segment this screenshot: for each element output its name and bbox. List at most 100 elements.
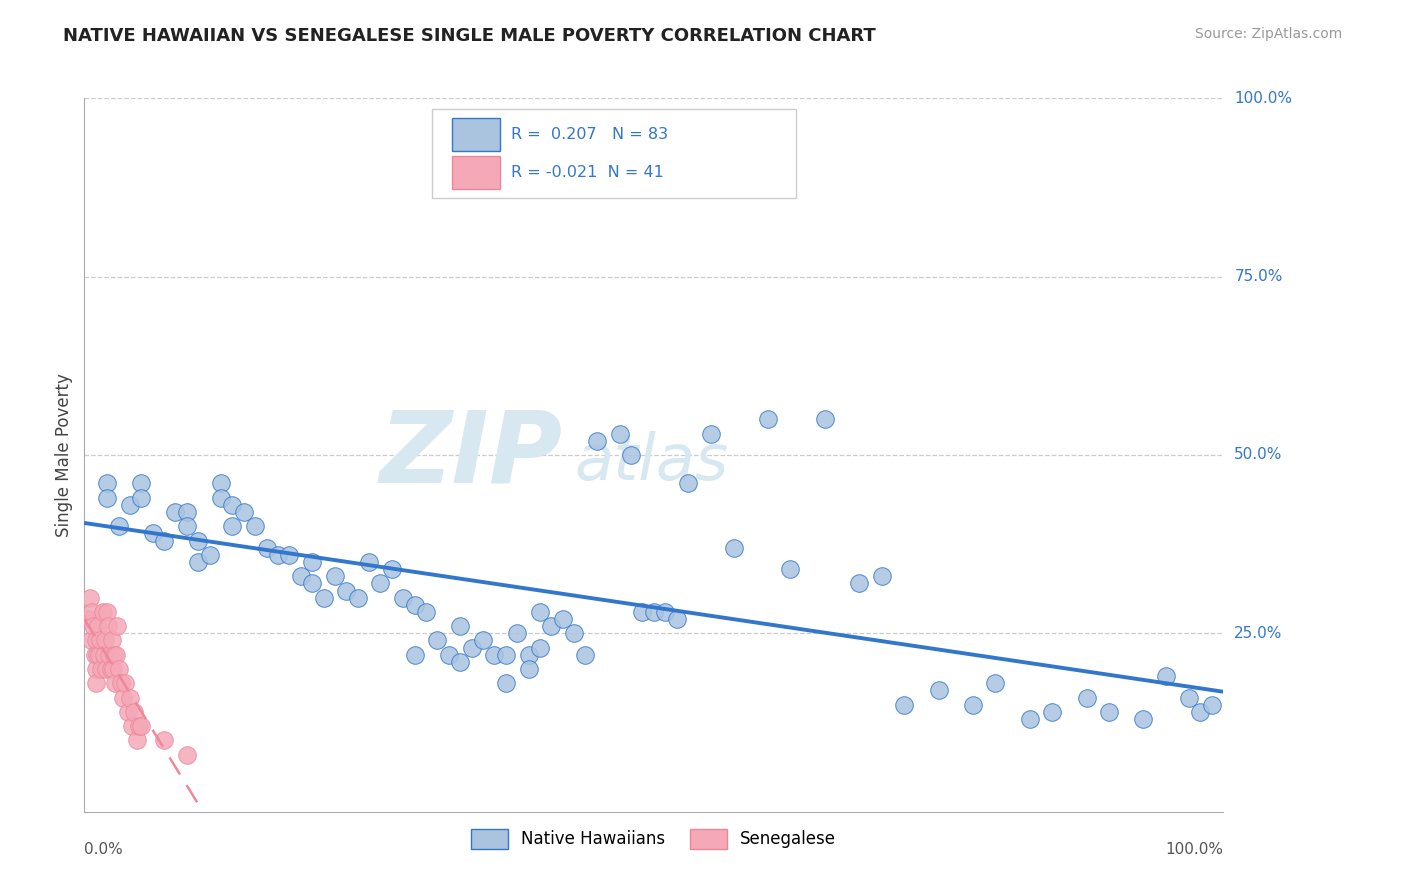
Point [1098,705,1121,719]
Point [609,426,631,441]
Point [848,576,870,591]
Point [79,591,101,605]
Text: R =  0.207   N = 83: R = 0.207 N = 83 [512,127,669,142]
Point [96,605,118,619]
Point [176,519,198,533]
Point [870,569,893,583]
Point [517,648,540,662]
Point [94,662,117,676]
Point [96,491,118,505]
Point [93,648,115,662]
Point [335,583,357,598]
Point [90,662,112,676]
Point [1156,669,1178,683]
Point [756,412,779,426]
Point [665,612,688,626]
Text: NATIVE HAWAIIAN VS SENEGALESE SINGLE MALE POVERTY CORRELATION CHART: NATIVE HAWAIIAN VS SENEGALESE SINGLE MAL… [63,27,876,45]
Point [723,541,745,555]
Point [209,476,232,491]
Point [165,505,187,519]
Point [323,569,346,583]
Point [97,619,120,633]
Point [562,626,585,640]
Point [551,612,574,626]
Point [131,719,153,733]
Legend: Native Hawaiians, Senegalese: Native Hawaiians, Senegalese [463,821,845,857]
Text: ZIP: ZIP [380,407,562,503]
Point [84,633,107,648]
Point [586,434,609,448]
Text: 25.0%: 25.0% [1234,626,1282,640]
Text: 100.0%: 100.0% [1166,842,1223,857]
Point [128,719,150,733]
Point [118,690,141,705]
Point [91,605,114,619]
Point [221,519,243,533]
Point [107,662,129,676]
Point [232,505,254,519]
Text: atlas: atlas [574,431,728,493]
Point [301,555,323,569]
Text: 100.0%: 100.0% [1234,91,1292,105]
Point [654,605,676,619]
Point [506,626,529,640]
Point [86,648,108,662]
Point [187,533,209,548]
Point [928,683,950,698]
Point [1189,705,1212,719]
Point [676,476,699,491]
Point [529,605,551,619]
Point [962,698,984,712]
Point [82,619,104,633]
Text: Source: ZipAtlas.com: Source: ZipAtlas.com [1195,27,1343,41]
Point [700,426,723,441]
FancyBboxPatch shape [453,118,501,151]
Point [472,633,495,648]
Point [104,676,127,690]
Y-axis label: Single Male Poverty: Single Male Poverty [55,373,73,537]
Point [415,605,437,619]
Point [620,448,643,462]
Point [540,619,562,633]
Point [105,648,128,662]
Point [449,619,471,633]
Point [117,705,139,719]
Point [82,605,104,619]
Point [153,733,176,747]
Point [392,591,415,605]
Point [96,476,118,491]
Point [131,476,153,491]
Point [495,676,517,690]
Point [153,533,176,548]
Point [1018,712,1040,726]
Text: 50.0%: 50.0% [1234,448,1282,462]
Point [187,555,209,569]
Point [125,733,148,747]
Point [381,562,404,576]
Point [426,633,449,648]
Point [245,519,267,533]
Point [643,605,665,619]
Point [779,562,801,576]
Point [176,505,198,519]
Point [121,719,143,733]
Point [437,648,460,662]
Point [131,491,153,505]
Point [107,519,129,533]
Point [112,690,135,705]
FancyBboxPatch shape [432,109,796,198]
Point [80,633,103,648]
Text: R = -0.021  N = 41: R = -0.021 N = 41 [512,165,664,180]
Point [278,548,301,562]
Point [529,640,551,655]
Point [100,662,122,676]
Point [84,662,107,676]
Point [103,648,125,662]
Point [89,633,111,648]
Point [76,612,98,626]
Point [94,633,117,648]
Point [256,541,278,555]
Point [346,591,368,605]
Point [1076,690,1098,705]
Point [110,676,132,690]
